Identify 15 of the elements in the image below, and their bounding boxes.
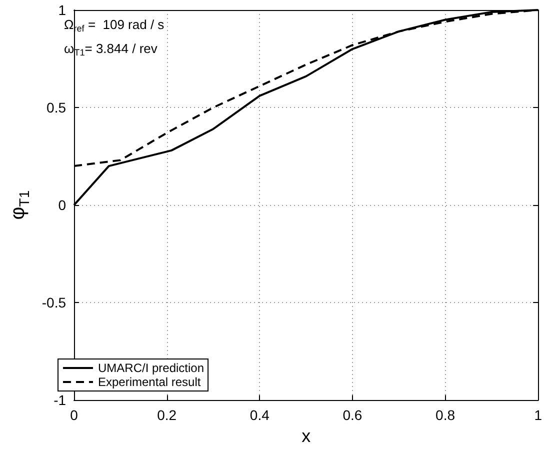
y-tick-label: -0.5 [42, 294, 66, 311]
legend-label: UMARC/I prediction [98, 361, 204, 375]
x-tick-label: 0.2 [157, 407, 177, 424]
y-tick-label: 0.5 [46, 100, 66, 116]
y-tick-label: -1 [54, 392, 66, 408]
y-tick-label: 0 [58, 197, 66, 214]
x-tick-label: 0.8 [436, 407, 456, 424]
legend-label: Experimental result [98, 375, 202, 389]
y-axis-title: φT1 [7, 190, 32, 220]
x-axis-title: x [302, 426, 311, 446]
y-tick-label: 1 [58, 2, 66, 18]
x-tick-label: 0.4 [250, 407, 270, 424]
x-tick-label: 0 [70, 407, 78, 424]
x-tick-label: 1 [534, 407, 542, 424]
x-tick-label: 0.6 [342, 407, 362, 424]
